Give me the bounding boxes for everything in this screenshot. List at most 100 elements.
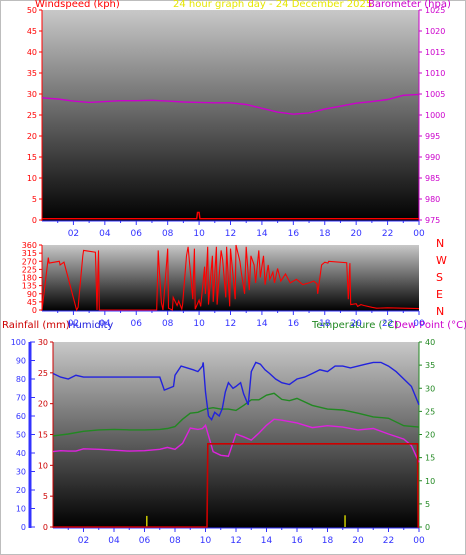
direction-y-label: 90 — [27, 290, 37, 299]
compass-label: E — [436, 288, 443, 301]
humidity-y-label: 100 — [11, 338, 26, 347]
humidity-y-label: 70 — [16, 394, 26, 403]
x-tick-label: 06 — [131, 319, 143, 329]
wind-y-label: 0 — [32, 216, 37, 225]
humidity-y-label: 80 — [16, 375, 26, 384]
temp-y-label: 25 — [425, 407, 435, 416]
direction-y-label: 270 — [22, 257, 37, 266]
direction-y-label: 45 — [27, 298, 37, 307]
baro-y-label: 1015 — [425, 48, 445, 57]
humidity-y-label: 40 — [16, 449, 26, 458]
x-tick-label: 10 — [193, 229, 205, 239]
x-tick-label: 18 — [319, 229, 331, 239]
wind-y-label: 35 — [27, 69, 37, 78]
x-tick-label: 00 — [413, 319, 425, 329]
rain-y-label: 20 — [38, 400, 48, 409]
x-tick-label: 20 — [350, 229, 362, 239]
direction-y-label: 180 — [22, 274, 37, 283]
rain-y-label: 25 — [38, 369, 48, 378]
humidity-y-label: 0 — [21, 523, 26, 532]
x-tick-label: 08 — [169, 536, 181, 546]
x-tick-label: 00 — [413, 536, 425, 546]
x-tick-label: 04 — [108, 536, 120, 546]
x-tick-label: 22 — [383, 536, 394, 546]
humidity-y-label: 30 — [16, 468, 26, 477]
x-tick-label: 10 — [200, 536, 212, 546]
rain-y-label: 10 — [38, 461, 48, 470]
temp-y-label: 5 — [425, 500, 430, 509]
rain-y-label: 15 — [38, 431, 48, 440]
baro-y-label: 995 — [425, 132, 440, 141]
x-tick-label: 06 — [131, 229, 143, 239]
humidity-y-label: 20 — [16, 486, 26, 495]
direction-line — [41, 244, 420, 312]
baro-y-label: 1000 — [425, 111, 445, 120]
windspeed-line — [42, 211, 419, 220]
graph-title: 24 hour graph day - 24 December 2025 — [173, 0, 373, 10]
compass-label: W — [436, 254, 447, 267]
x-tick-label: 16 — [291, 536, 303, 546]
baro-y-label: 985 — [425, 174, 440, 183]
baro-y-label: 980 — [425, 195, 440, 204]
x-tick-label: 10 — [193, 319, 205, 329]
x-tick-label: 20 — [352, 536, 364, 546]
compass-label: S — [436, 271, 443, 284]
x-tick-label: 02 — [68, 229, 79, 239]
x-tick-label: 20 — [350, 319, 362, 329]
direction-y-label: 135 — [22, 282, 37, 291]
x-tick-label: 00 — [413, 229, 425, 239]
temp-y-label: 15 — [425, 454, 435, 463]
wind-y-label: 20 — [27, 132, 37, 141]
barometer-line — [41, 93, 420, 115]
wind-y-label: 5 — [32, 195, 37, 204]
baro-y-label: 990 — [425, 153, 440, 162]
temperature-line — [52, 392, 420, 437]
x-tick-label: 12 — [225, 319, 236, 329]
direction-y-label: 360 — [22, 241, 37, 250]
wind-y-label: 50 — [27, 6, 37, 15]
humidity-y-label: 10 — [16, 505, 26, 514]
x-tick-label: 12 — [225, 229, 236, 239]
temp-y-label: 0 — [425, 523, 430, 532]
temp-y-label: 40 — [425, 338, 435, 347]
x-tick-label: 14 — [256, 319, 268, 329]
x-tick-label: 16 — [288, 229, 300, 239]
x-tick-label: 22 — [382, 229, 393, 239]
windspeed-axis-title: Windspeed (kph) — [35, 0, 120, 10]
temp-y-label: 10 — [425, 477, 435, 486]
x-tick-label: 08 — [162, 229, 174, 239]
x-tick-label: 16 — [288, 319, 300, 329]
x-tick-label: 04 — [99, 319, 111, 329]
x-tick-label: 02 — [78, 536, 89, 546]
humidity-axis-title: Humidity — [68, 320, 114, 331]
temperature-axis-title: Temperature (°C) — [312, 320, 399, 331]
wind-y-label: 10 — [27, 174, 37, 183]
x-tick-label: 08 — [162, 319, 174, 329]
baro-y-label: 1025 — [425, 6, 445, 15]
wind-y-label: 40 — [27, 48, 37, 57]
humidity-y-label: 50 — [16, 431, 26, 440]
direction-y-label: 0 — [32, 306, 37, 315]
rainfall-axis-title: Rainfall (mm) — [2, 320, 70, 331]
wind-y-label: 25 — [27, 111, 37, 120]
rainfall-line — [53, 442, 419, 528]
wind-plot-area — [42, 10, 419, 221]
baro-y-label: 1005 — [425, 90, 445, 99]
compass-label: N — [436, 305, 444, 318]
compass-label: N — [436, 237, 444, 250]
rain-y-label: 30 — [38, 338, 48, 347]
wind-y-label: 45 — [27, 27, 37, 36]
barometer-axis-title: Barometer (hpa) — [368, 0, 451, 10]
baro-y-label: 975 — [425, 216, 440, 225]
wind-y-label: 30 — [27, 90, 37, 99]
temp-y-label: 20 — [425, 431, 435, 440]
baro-y-label: 1020 — [425, 27, 445, 36]
dewpoint-axis-title: Dew Point (°C) — [394, 320, 466, 331]
dewpoint-line — [52, 418, 420, 463]
x-tick-label: 12 — [230, 536, 241, 546]
rain-y-label: 5 — [43, 492, 48, 501]
rain-y-label: 0 — [43, 523, 48, 532]
humidity-line — [52, 361, 420, 422]
direction-y-label: 225 — [22, 265, 37, 274]
